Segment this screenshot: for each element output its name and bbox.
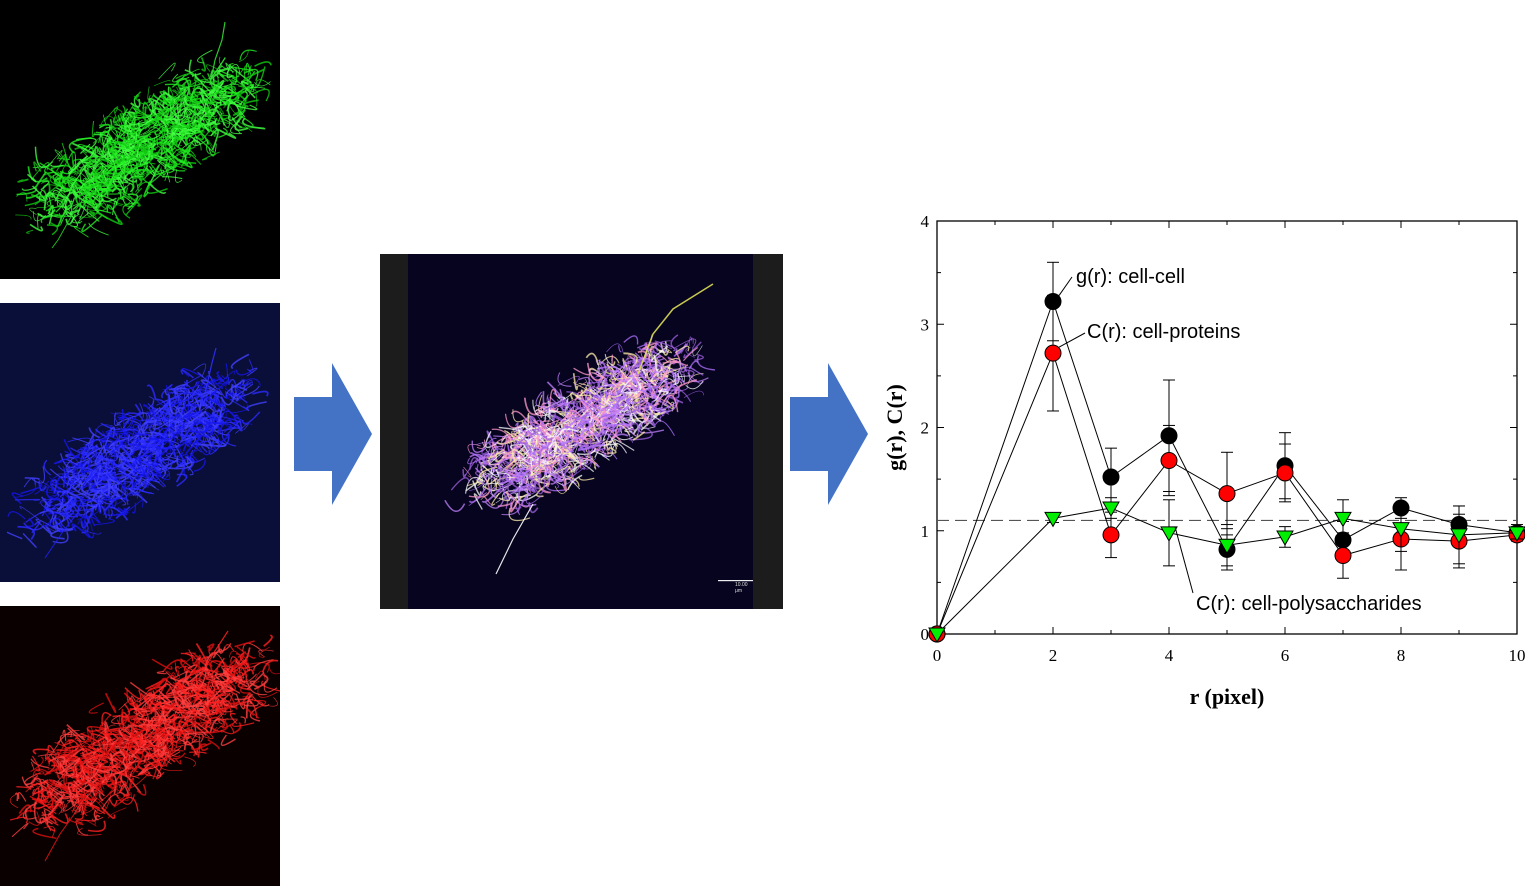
y-tick-label: 4 xyxy=(921,212,930,231)
x-tick-label: 10 xyxy=(1509,646,1526,665)
data-point xyxy=(1450,528,1468,544)
data-point xyxy=(1334,511,1352,528)
data-point xyxy=(1044,344,1062,362)
data-point xyxy=(1508,526,1525,542)
x-tick-label: 0 xyxy=(933,646,942,665)
y-tick-label: 1 xyxy=(921,522,930,541)
y-tick-label: 3 xyxy=(921,315,930,334)
data-point xyxy=(1102,468,1120,486)
data-point xyxy=(1160,452,1178,470)
data-point xyxy=(1160,526,1178,542)
x-tick-label: 8 xyxy=(1397,646,1406,665)
x-tick-label: 2 xyxy=(1049,646,1058,665)
merged-fluorescence-image: 10.00 μm xyxy=(380,254,783,609)
data-point xyxy=(1276,530,1294,546)
series-line xyxy=(936,507,1518,635)
scale-bar-label: 10.00 μm xyxy=(735,582,748,594)
y-tick-label: 2 xyxy=(921,419,930,438)
series-annotation: g(r): cell-cell xyxy=(1076,266,1185,288)
series-1 xyxy=(928,294,1525,643)
x-tick-label: 6 xyxy=(1281,646,1290,665)
data-point xyxy=(1218,485,1236,503)
arrow-right-icon xyxy=(790,363,870,510)
data-point xyxy=(1102,526,1120,544)
red-fluorescence-image xyxy=(0,606,280,886)
series-annotation: C(r): cell-proteins xyxy=(1087,321,1240,343)
annotation-leader xyxy=(1058,332,1086,348)
y-tick-label: 0 xyxy=(921,625,930,644)
series-line xyxy=(936,299,1518,635)
data-point xyxy=(1334,547,1352,565)
green-fluorescence-image xyxy=(0,0,280,279)
y-axis-label: g(r), C(r) xyxy=(882,384,907,471)
data-point xyxy=(1276,464,1294,482)
x-tick-label: 4 xyxy=(1165,646,1174,665)
data-point xyxy=(1044,511,1062,528)
data-point xyxy=(928,627,946,644)
arrow-right-icon xyxy=(294,363,374,510)
series-line xyxy=(936,351,1518,635)
data-point xyxy=(1392,522,1410,538)
annotation-leader xyxy=(1174,526,1194,594)
x-axis-label: r (pixel) xyxy=(1190,684,1265,709)
blue-fluorescence-image xyxy=(0,303,280,582)
data-point xyxy=(1102,501,1120,518)
data-point xyxy=(1218,538,1236,555)
plot-frame xyxy=(936,220,1518,635)
annotation-leader xyxy=(1058,276,1073,296)
series-annotation: C(r): cell-polysaccharides xyxy=(1196,593,1422,615)
chart: 0 1 2 3 4 0 2 4 6 8 10 r (pixel) g(r), C(r) g(r): cel… xyxy=(882,212,1526,709)
series-2 xyxy=(928,497,1525,644)
